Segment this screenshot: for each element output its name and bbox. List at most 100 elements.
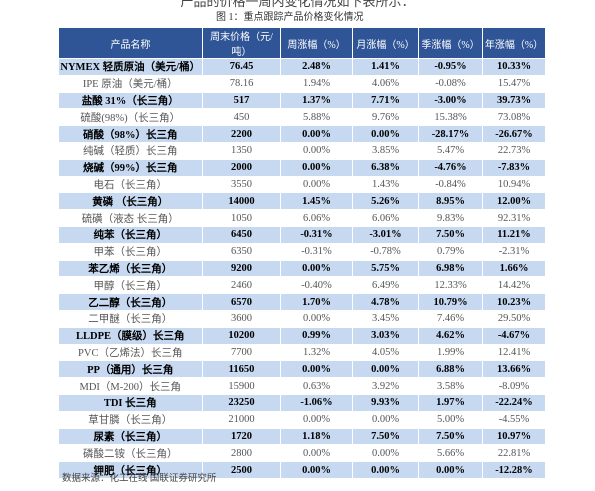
value-cell: 13.66% bbox=[482, 360, 546, 379]
table-row: 黄磷 （长三角） 14000 1.45% 5.26% 8.95% 12.00% bbox=[58, 192, 546, 211]
value-cell: 10.94% bbox=[482, 176, 546, 194]
value-cell: 9.83% bbox=[418, 209, 483, 227]
value-cell: 1720 bbox=[202, 428, 281, 446]
value-cell: 9200 bbox=[202, 260, 281, 278]
value-cell: 3600 bbox=[202, 310, 281, 328]
value-cell: 12.41% bbox=[482, 344, 546, 362]
value-cell: 10200 bbox=[202, 327, 281, 345]
value-cell: 6.06% bbox=[352, 209, 419, 227]
value-cell: 0.00% bbox=[352, 444, 419, 463]
table-row: 草甘膦（长三角） 21000 0.00% 0.00% 5.00% -4.55% bbox=[58, 411, 546, 429]
value-cell: 0.00% bbox=[280, 310, 353, 328]
value-cell: 10.23% bbox=[482, 293, 546, 311]
value-cell: 450 bbox=[202, 108, 281, 127]
product-cell: 硫酸(98%)（长三角） bbox=[58, 108, 203, 127]
product-cell: 甲苯（长三角） bbox=[58, 243, 203, 261]
value-cell: 1350 bbox=[202, 142, 281, 160]
value-cell: 6.49% bbox=[352, 276, 419, 295]
value-cell: 7700 bbox=[202, 344, 281, 362]
value-cell: 6.38% bbox=[352, 159, 419, 177]
value-cell: 12.33% bbox=[418, 276, 483, 295]
table-row: 苯乙烯（长三角） 9200 0.00% 5.75% 6.98% 1.66% bbox=[58, 260, 546, 278]
value-cell: 5.00% bbox=[418, 411, 483, 429]
table-row: 二甲醚（长三角） 3600 0.00% 3.45% 7.46% 29.50% bbox=[58, 310, 546, 328]
product-cell: 甲醇（长三角） bbox=[58, 276, 203, 295]
value-cell: -0.84% bbox=[418, 176, 483, 194]
value-cell: 3.92% bbox=[352, 377, 419, 395]
table-row: PP（通用）长三角 11650 0.00% 0.00% 6.88% 13.66% bbox=[58, 360, 546, 379]
product-cell: PVC（乙烯法）长三角 bbox=[58, 344, 203, 362]
value-cell: 0.00% bbox=[352, 125, 419, 143]
intro-text: 产品的价格一周内变化情况如下表所示： bbox=[180, 0, 415, 9]
value-cell: 0.00% bbox=[280, 444, 353, 463]
value-cell: 78.16 bbox=[202, 75, 281, 93]
table-row: 电石（长三角） 3550 0.00% 1.43% -0.84% 10.94% bbox=[58, 176, 546, 194]
product-cell: MDI（M-200）长三角 bbox=[58, 377, 203, 395]
value-cell: -28.17% bbox=[418, 125, 483, 143]
value-cell: 15.38% bbox=[418, 108, 483, 127]
header-cell: 季涨幅（%） bbox=[418, 27, 483, 59]
value-cell: 0.00% bbox=[352, 360, 419, 379]
value-cell: 0.99% bbox=[280, 327, 353, 345]
table-row: 硫酸(98%)（长三角） 450 5.88% 9.76% 15.38% 73.08% bbox=[58, 108, 546, 127]
value-cell: 1.41% bbox=[352, 58, 419, 76]
value-cell: 2200 bbox=[202, 125, 281, 143]
table-row: MDI（M-200）长三角 15900 0.63% 3.92% 3.58% -8.09% bbox=[58, 377, 546, 395]
value-cell: 7.50% bbox=[352, 428, 419, 446]
value-cell: 0.00% bbox=[280, 461, 353, 479]
value-cell: -4.55% bbox=[482, 411, 546, 429]
value-cell: -0.31% bbox=[280, 226, 353, 244]
product-cell: 纯苯（长三角） bbox=[58, 226, 203, 244]
value-cell: 39.73% bbox=[482, 92, 546, 110]
product-cell: TDI 长三角 bbox=[58, 394, 203, 412]
header-cell: 周涨幅（%） bbox=[280, 27, 353, 59]
value-cell: -0.40% bbox=[280, 276, 353, 295]
value-cell: 2000 bbox=[202, 159, 281, 177]
product-cell: 电石（长三角） bbox=[58, 176, 203, 194]
value-cell: 6450 bbox=[202, 226, 281, 244]
value-cell: 0.00% bbox=[352, 411, 419, 429]
value-cell: 2800 bbox=[202, 444, 281, 463]
value-cell: -22.24% bbox=[482, 394, 546, 412]
value-cell: -0.31% bbox=[280, 243, 353, 261]
value-cell: 0.00% bbox=[280, 125, 353, 143]
table-row: 甲醇（长三角） 2460 -0.40% 6.49% 12.33% 14.42% bbox=[58, 276, 546, 295]
product-cell: NYMEX 轻质原油（美元/桶） bbox=[58, 58, 203, 76]
value-cell: -0.08% bbox=[418, 75, 483, 93]
table-row: 纯苯（长三角） 6450 -0.31% -3.01% 7.50% 11.21% bbox=[58, 226, 546, 244]
header-cell: 产品名称 bbox=[58, 27, 203, 59]
value-cell: 1.99% bbox=[418, 344, 483, 362]
value-cell: 5.75% bbox=[352, 260, 419, 278]
table-body: NYMEX 轻质原油（美元/桶） 76.45 2.48% 1.41% -0.95% 10.… bbox=[58, 58, 546, 479]
value-cell: 3.85% bbox=[352, 142, 419, 160]
value-cell: 0.00% bbox=[280, 159, 353, 177]
value-cell: 2500 bbox=[202, 461, 281, 479]
product-cell: 黄磷 （长三角） bbox=[58, 192, 203, 211]
value-cell: 5.88% bbox=[280, 108, 353, 127]
value-cell: 7.46% bbox=[418, 310, 483, 328]
value-cell: 0.00% bbox=[280, 260, 353, 278]
table-row: 烧碱（99%）长三角 2000 0.00% 6.38% -4.76% -7.83% bbox=[58, 159, 546, 177]
table-header: 产品名称 周末价格（元/吨） 周涨幅（%） 月涨幅（%） 季涨幅（%） 年涨幅（%） bbox=[58, 27, 546, 59]
value-cell: 4.78% bbox=[352, 293, 419, 311]
product-cell: 纯碱（轻质）长三角 bbox=[58, 142, 203, 160]
value-cell: -3.00% bbox=[418, 92, 483, 110]
value-cell: 517 bbox=[202, 92, 281, 110]
table-row: 尿素（长三角） 1720 1.18% 7.50% 7.50% 10.97% bbox=[58, 428, 546, 446]
value-cell: 0.00% bbox=[280, 142, 353, 160]
value-cell: 11.21% bbox=[482, 226, 546, 244]
value-cell: 12.00% bbox=[482, 192, 546, 211]
value-cell: -2.31% bbox=[482, 243, 546, 261]
value-cell: 10.79% bbox=[418, 293, 483, 311]
value-cell: 8.95% bbox=[418, 192, 483, 211]
value-cell: 6570 bbox=[202, 293, 281, 311]
product-cell: 草甘膦（长三角） bbox=[58, 411, 203, 429]
value-cell: -8.09% bbox=[482, 377, 546, 395]
table-row: NYMEX 轻质原油（美元/桶） 76.45 2.48% 1.41% -0.95% 10.… bbox=[58, 58, 546, 76]
table-row: PVC（乙烯法）长三角 7700 1.32% 4.05% 1.99% 12.41% bbox=[58, 344, 546, 362]
value-cell: 5.26% bbox=[352, 192, 419, 211]
value-cell: 6350 bbox=[202, 243, 281, 261]
value-cell: 1.32% bbox=[280, 344, 353, 362]
product-cell: 硫磺（液态 长三角） bbox=[58, 209, 203, 227]
